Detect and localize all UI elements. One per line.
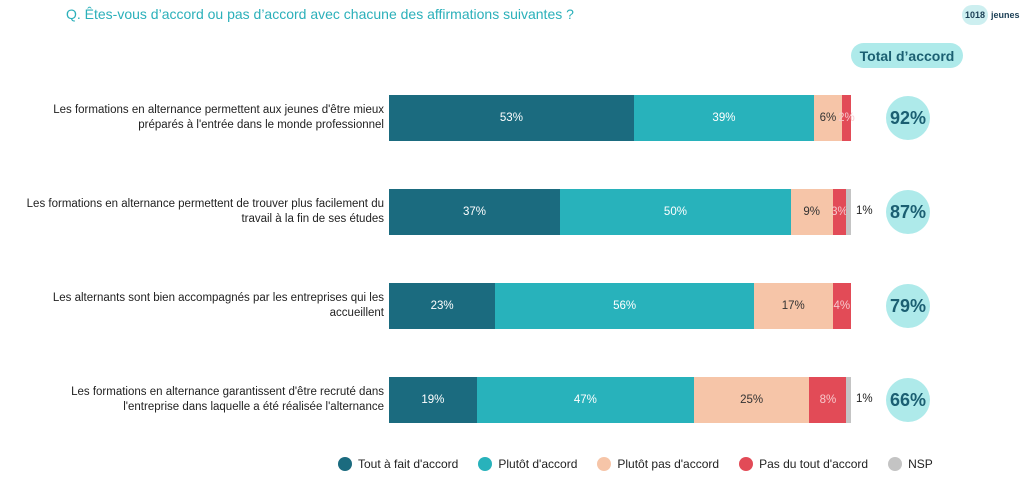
bar-segment	[846, 377, 851, 423]
bar-segment: 23%	[389, 283, 496, 329]
bar-segment: 2%	[838, 95, 855, 141]
value-label: 50%	[663, 206, 687, 218]
bar-segment	[846, 189, 851, 235]
value-label: 9%	[803, 206, 821, 218]
badge-number: 1018	[962, 5, 989, 25]
value-label: 3%	[831, 206, 848, 218]
category-label: Les formations en alternance permettent …	[53, 104, 384, 131]
value-label: 25%	[740, 394, 764, 406]
legend-swatch	[478, 457, 493, 471]
legend-swatch	[597, 457, 612, 471]
total-label: 66%	[889, 389, 927, 410]
value-label: 6%	[819, 112, 837, 124]
total-marker: 79%	[886, 284, 930, 328]
legend-item: NSP	[888, 457, 933, 471]
value-label: 53%	[499, 112, 523, 124]
legend-label: Tout à fait d'accord	[358, 457, 459, 471]
badge-text: jeunes	[991, 10, 1020, 20]
bar-segment: 9%	[790, 189, 833, 235]
total-label: 79%	[889, 295, 927, 316]
total-marker: 66%	[886, 378, 930, 422]
legend-swatch	[888, 457, 903, 471]
value-label: 47%	[573, 394, 597, 406]
total-header: Total d’accord	[851, 43, 963, 68]
legend-swatch	[338, 457, 352, 471]
legend-item: Plutôt pas d'accord	[597, 457, 719, 471]
bar-segment: 8%	[809, 377, 847, 423]
legend-item: Tout à fait d'accord	[338, 457, 458, 471]
bar-segment: 47%	[476, 377, 694, 423]
bar-segment: 50%	[559, 189, 791, 235]
total-label: 92%	[889, 107, 927, 128]
value-label: 1%	[856, 205, 873, 217]
category-label: Les formations en alternance permettent …	[26, 198, 384, 225]
value-label: 56%	[613, 300, 637, 312]
bar-segment: 4%	[832, 283, 851, 329]
legend-label: Plutôt pas d'accord	[617, 457, 720, 471]
value-label: 2%	[838, 112, 855, 124]
category-label: Les alternants sont bien accompagnés par…	[52, 292, 384, 319]
value-label: 17%	[781, 300, 805, 312]
legend: Tout à fait d'accord Plutôt d'accord Plutô…	[338, 457, 933, 471]
total-label: 87%	[889, 201, 927, 222]
bar-segment: 6%	[814, 95, 842, 141]
legend-item: Pas du tout d'accord	[739, 457, 868, 471]
value-label: 39%	[712, 112, 736, 124]
value-label: 19%	[421, 394, 445, 406]
value-label: 4%	[833, 300, 851, 312]
legend-label: NSP	[908, 457, 933, 471]
bar-segment: 53%	[389, 95, 634, 141]
bar-segment: 25%	[693, 377, 810, 423]
category-label: Les formations en alternance garantissen…	[71, 386, 384, 413]
value-label: 1%	[856, 393, 873, 405]
legend-swatch	[739, 457, 754, 471]
value-label: 8%	[819, 394, 837, 406]
legend-item: Plutôt d'accord	[478, 457, 577, 471]
total-marker: 92%	[886, 96, 930, 140]
legend-label: Pas du tout d'accord	[759, 457, 869, 471]
bar-segment: 17%	[753, 283, 833, 329]
sample-badge: 1018 jeunes	[962, 4, 1024, 26]
bar-segment: 56%	[495, 283, 754, 329]
legend-label: Plutôt d'accord	[498, 457, 578, 471]
bar-segment: 37%	[389, 189, 560, 235]
bar-segment: 39%	[633, 95, 815, 141]
value-label: 37%	[462, 206, 486, 218]
value-label: 23%	[430, 300, 454, 312]
chart-title: Q. Êtes-vous d’accord ou pas d’accord av…	[66, 6, 574, 22]
total-marker: 87%	[886, 190, 930, 234]
bar-segment: 19%	[389, 377, 477, 423]
bar-segment: 3%	[831, 189, 848, 235]
